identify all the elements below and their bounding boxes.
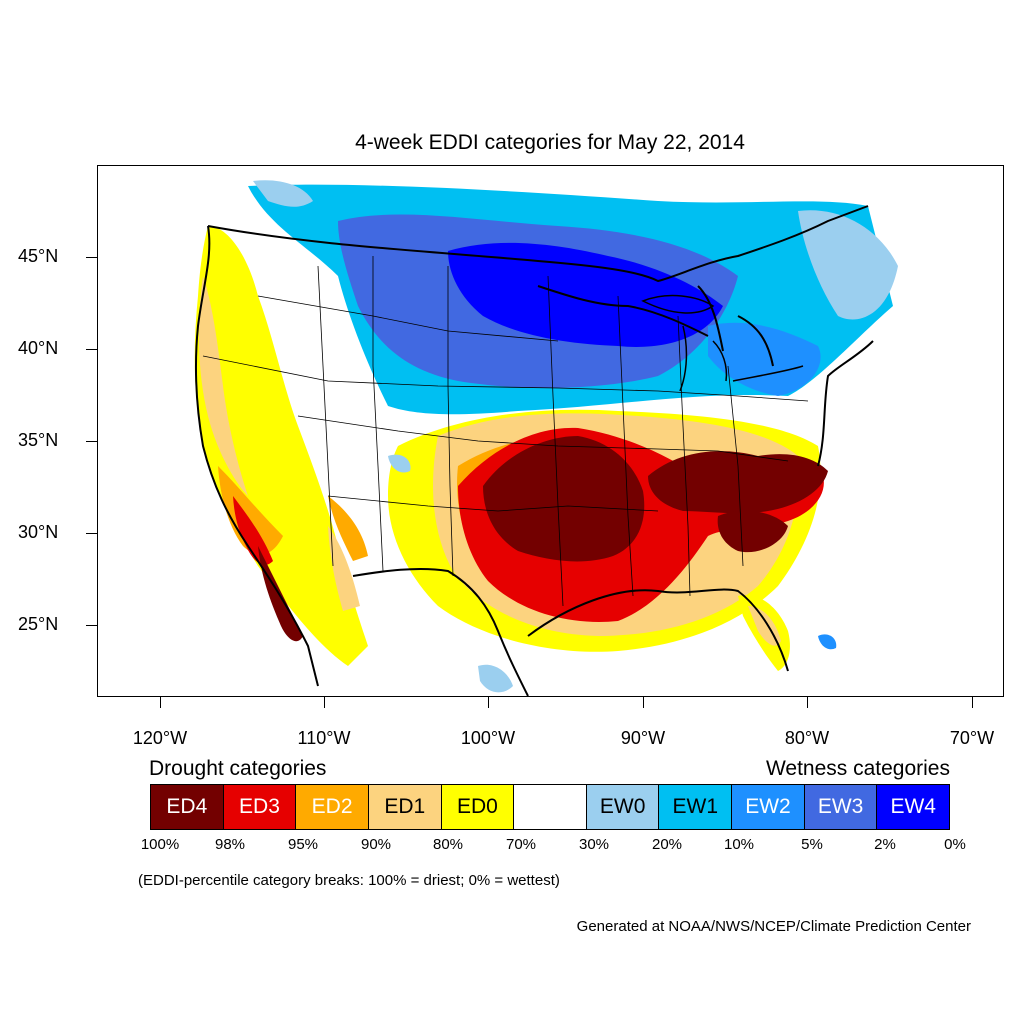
legend-ed4: ED4: [151, 785, 224, 829]
lat-label-30: 30°N: [18, 522, 59, 542]
legend-ew1: EW1: [659, 785, 733, 829]
lat-label-45: 45°N: [18, 246, 59, 266]
eddi-map: [97, 165, 1004, 697]
legend-ew3: EW3: [804, 785, 878, 829]
lat-tick-25: [86, 625, 97, 626]
lat-label-35: 35°N: [18, 430, 59, 450]
legend-ew2: EW2: [732, 785, 805, 829]
lon-label-80: 80°W: [784, 728, 830, 748]
break-95: 95%: [287, 836, 319, 853]
lon-label-110: 110°W: [297, 728, 351, 748]
region-ed4-southern-plains: [483, 436, 645, 562]
break-30: 30%: [578, 836, 610, 853]
lat-tick-35: [86, 441, 97, 442]
lat-tick-40: [86, 349, 97, 350]
break-98: 98%: [214, 836, 246, 853]
break-0: 0%: [944, 836, 966, 853]
lat-tick-30: [86, 533, 97, 534]
break-2: 2%: [874, 836, 896, 853]
break-70: 70%: [505, 836, 537, 853]
lon-label-70: 70°W: [949, 728, 995, 748]
break-90: 90%: [360, 836, 392, 853]
lon-tick-90: [643, 697, 644, 708]
region-ew0-north: [253, 180, 898, 320]
legend-ed0: ED0: [441, 785, 515, 829]
break-80: 80%: [432, 836, 464, 853]
region-ew2-ne-coast: [818, 634, 837, 650]
break-5: 5%: [801, 836, 823, 853]
region-ed1-florida: [748, 606, 781, 646]
lon-tick-110: [324, 697, 325, 708]
legend-ew0: EW0: [586, 785, 660, 829]
great-lakes-outline: [641, 294, 804, 392]
lat-tick-45: [86, 257, 97, 258]
break-10: 10%: [723, 836, 755, 853]
legend-ed3: ED3: [223, 785, 297, 829]
lon-tick-120: [160, 697, 161, 708]
legend-ed1: ED1: [368, 785, 442, 829]
credit-line: Generated at NOAA/NWS/NCEP/Climate Predi…: [576, 918, 971, 935]
region-ed3-west: [233, 496, 273, 566]
region-ew4-north: [448, 242, 723, 347]
region-ed0-west: [194, 226, 368, 666]
lon-tick-100: [488, 697, 489, 708]
lat-label-40: 40°N: [18, 338, 59, 358]
region-ed4-carolinas: [717, 510, 788, 553]
category-legend-bar: ED4 ED3 ED2 ED1 ED0 EW0 EW1 EW2 EW3 EW4: [150, 784, 950, 830]
region-ed4-southeast: [648, 451, 828, 514]
region-ew2-northeast: [708, 322, 821, 396]
map-title: 4-week EDDI categories for May 22, 2014: [355, 131, 745, 154]
category-breaks-note: (EDDI-percentile category breaks: 100% =…: [138, 872, 560, 889]
lon-label-120: 120°W: [132, 728, 188, 748]
lon-label-100: 100°W: [460, 728, 516, 748]
lon-tick-80: [807, 697, 808, 708]
country-outline: [194, 205, 874, 696]
legend-neutral: [514, 785, 587, 829]
lon-tick-70: [972, 697, 973, 708]
state-borders: [202, 256, 809, 607]
break-20: 20%: [651, 836, 683, 853]
legend-ed2: ED2: [296, 785, 369, 829]
wetness-categories-heading: Wetness categories: [765, 757, 950, 780]
region-ed1-west: [198, 276, 360, 611]
drought-categories-heading: Drought categories: [149, 757, 327, 780]
lat-label-25: 25°N: [18, 614, 59, 634]
lon-label-90: 90°W: [620, 728, 666, 748]
legend-ew4: EW4: [877, 785, 950, 829]
map-canvas: [194, 180, 898, 696]
break-100: 100%: [140, 836, 180, 853]
